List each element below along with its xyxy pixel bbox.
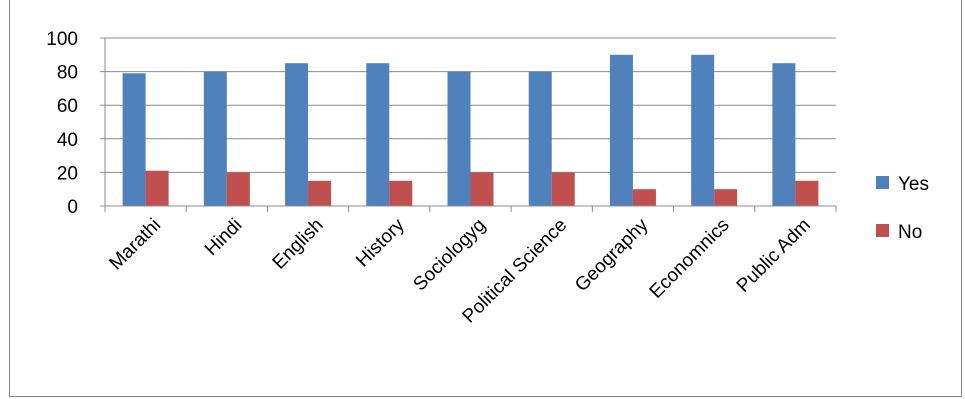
bar-no-economnics bbox=[714, 189, 738, 206]
bar-no-marathi bbox=[145, 170, 169, 206]
x-category-label: Public Adm bbox=[733, 215, 815, 297]
bar-no-sociologyg bbox=[470, 172, 494, 206]
bar-no-english bbox=[308, 180, 332, 206]
bar-no-public-adm bbox=[795, 180, 819, 206]
bar-yes-history bbox=[366, 63, 390, 207]
bars bbox=[122, 54, 819, 207]
x-category-label: History bbox=[352, 214, 409, 271]
x-axis-category-labels: Marathi Hindi English History SociologygPoli… bbox=[105, 214, 814, 327]
y-tick-label: 40 bbox=[57, 130, 78, 151]
x-category-label: Economnics bbox=[646, 215, 734, 303]
bar-yes-sociologyg bbox=[447, 71, 471, 206]
y-tick-label: 20 bbox=[57, 163, 78, 184]
axes bbox=[104, 38, 837, 212]
legend-swatch-no bbox=[876, 224, 889, 237]
x-category-label: Marathi bbox=[105, 215, 165, 275]
bar-no-hindi bbox=[226, 172, 250, 206]
bar-yes-marathi bbox=[122, 73, 146, 206]
y-axis-tick-labels: 0 20 40 60 80 100 bbox=[46, 29, 105, 218]
bar-no-political-science bbox=[551, 172, 575, 206]
bar-yes-economnics bbox=[691, 54, 715, 206]
y-tick-label: 0 bbox=[67, 197, 78, 218]
x-category-label: Geography bbox=[571, 214, 653, 296]
bar-no-history bbox=[389, 180, 413, 206]
bar-yes-geography bbox=[609, 54, 633, 206]
legend-swatch-yes bbox=[876, 176, 889, 189]
bar-yes-english bbox=[285, 63, 309, 207]
bar-yes-public-adm bbox=[772, 63, 796, 207]
x-category-label: English bbox=[269, 215, 328, 274]
legend: Yes No bbox=[876, 174, 929, 243]
x-category-label: Sociologyg bbox=[409, 215, 490, 296]
y-tick-label: 80 bbox=[57, 63, 78, 84]
legend-label-no: No bbox=[898, 222, 922, 243]
bar-yes-political-science bbox=[528, 71, 552, 206]
bar-no-geography bbox=[632, 189, 656, 206]
y-tick-label: 100 bbox=[46, 29, 78, 50]
y-tick-label: 60 bbox=[57, 96, 78, 117]
legend-label-yes: Yes bbox=[898, 174, 929, 195]
bar-yes-hindi bbox=[203, 71, 227, 206]
x-category-label: Hindi bbox=[201, 215, 246, 260]
